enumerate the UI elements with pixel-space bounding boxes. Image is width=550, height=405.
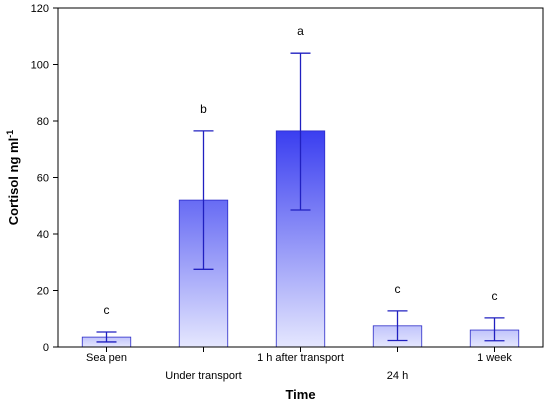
y-tick-label: 40 xyxy=(37,229,49,241)
x-tick-label-0: Sea pen xyxy=(86,352,127,364)
significance-letters-group: c b a c c xyxy=(104,24,498,317)
significance-letter-3: c xyxy=(395,282,401,296)
y-tick-label: 0 xyxy=(43,342,49,354)
error-bars-group xyxy=(96,52,505,343)
y-axis-ticks: 0 20 40 60 80 100 120 xyxy=(31,3,58,354)
x-tick-label-2: 1 h after transport xyxy=(257,352,344,364)
y-tick-label: 100 xyxy=(31,60,49,72)
y-tick-label: 20 xyxy=(37,286,49,298)
x-axis-title: Time xyxy=(285,387,315,402)
error-bar-0 xyxy=(96,331,117,343)
y-axis-title: Cortisol ng ml-1 xyxy=(5,130,21,225)
significance-letter-1: b xyxy=(200,102,207,116)
error-bar-4 xyxy=(484,317,505,342)
y-tick-label: 120 xyxy=(31,3,49,15)
x-tick-label-4: 1 week xyxy=(477,352,512,364)
error-bar-1 xyxy=(193,130,214,270)
x-axis-ticks: Sea pen Under transport 1 h after transpor… xyxy=(86,347,512,382)
y-axis-title-text: Cortisol ng ml xyxy=(6,138,21,225)
x-tick-label-1: Under transport xyxy=(165,370,241,382)
y-tick-label: 80 xyxy=(37,116,49,128)
y-axis-title-superscript: -1 xyxy=(5,130,15,138)
y-tick-label: 60 xyxy=(37,173,49,185)
error-bar-2 xyxy=(290,52,311,211)
error-bar-3 xyxy=(387,310,408,342)
significance-letter-0: c xyxy=(104,303,110,317)
x-tick-label-3: 24 h xyxy=(387,370,408,382)
bar-1 xyxy=(178,199,229,348)
significance-letter-4: c xyxy=(492,289,498,303)
significance-letter-2: a xyxy=(297,24,304,38)
